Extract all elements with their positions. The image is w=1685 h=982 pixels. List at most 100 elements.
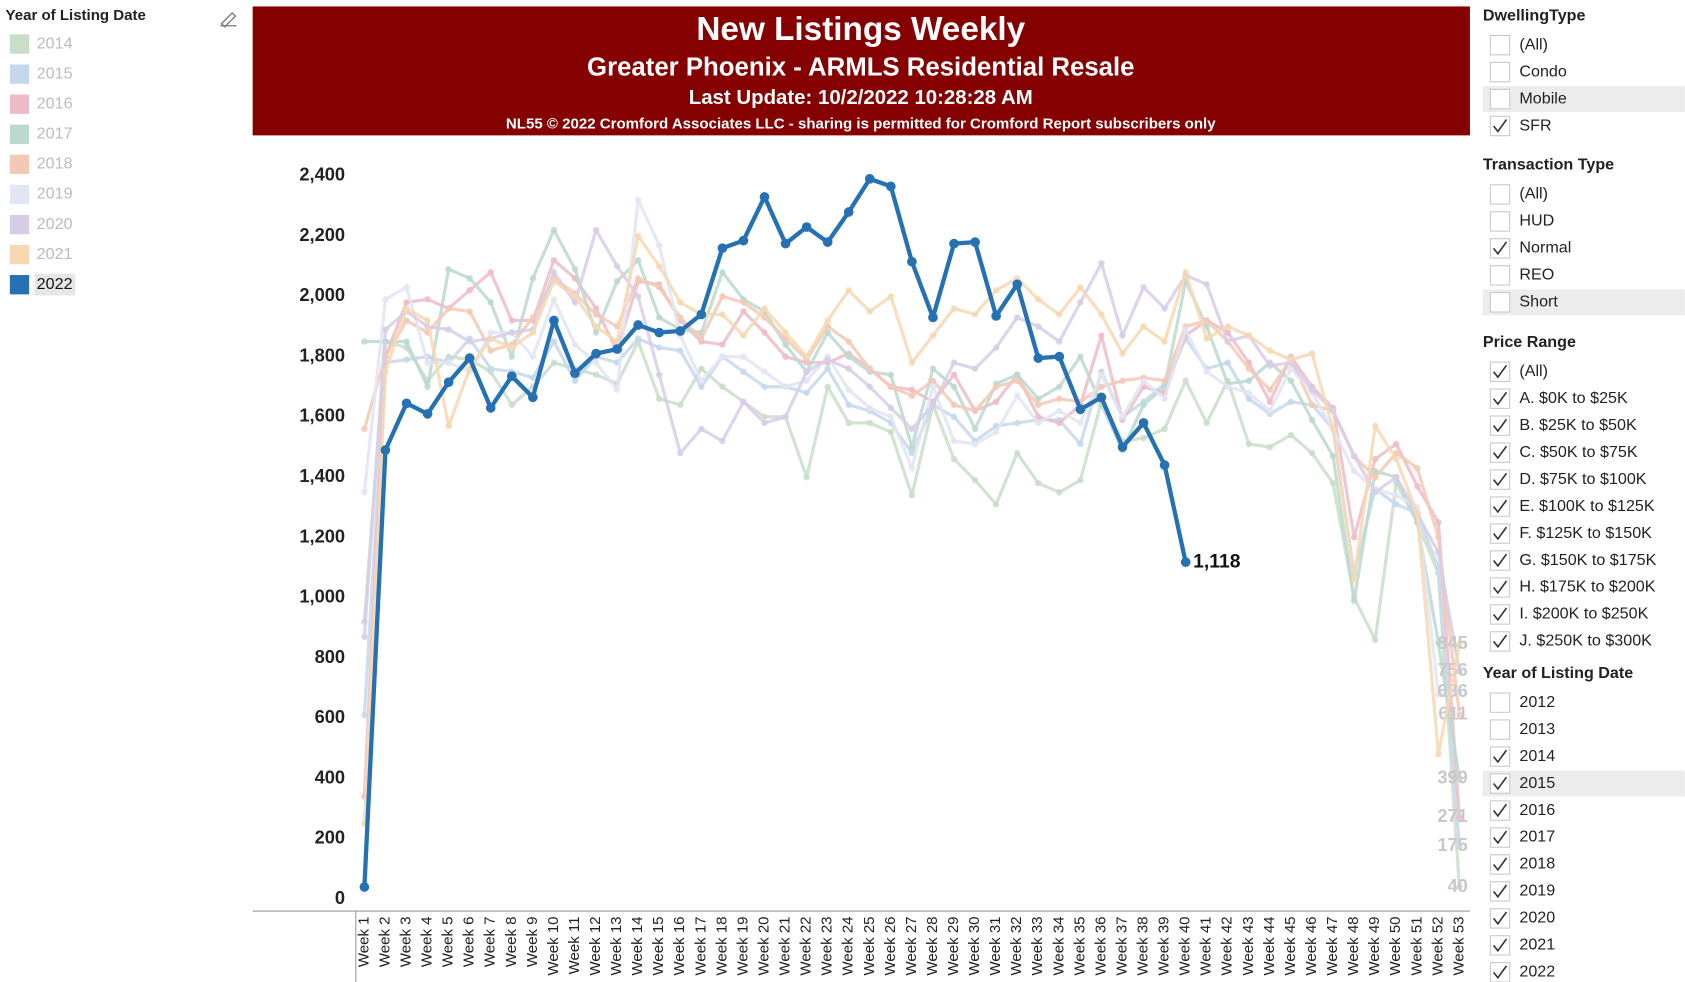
data-point xyxy=(1119,377,1126,384)
filter-option[interactable]: 2019 xyxy=(1519,882,1555,900)
filter-option[interactable]: 2020 xyxy=(1519,909,1555,927)
checkbox[interactable] xyxy=(1489,496,1511,517)
filter-option[interactable]: Short xyxy=(1519,293,1558,311)
series-line xyxy=(362,176,1188,888)
filter-option[interactable]: B. $25K to $50K xyxy=(1519,416,1637,434)
legend-swatch[interactable] xyxy=(9,64,30,84)
legend-label[interactable]: 2022 xyxy=(37,275,73,293)
filter-option[interactable]: SFR xyxy=(1519,116,1551,134)
data-point xyxy=(1456,689,1463,696)
legend-swatch[interactable] xyxy=(9,244,30,265)
legend-swatch[interactable] xyxy=(9,34,30,54)
checkbox[interactable] xyxy=(1489,908,1511,929)
checkbox[interactable] xyxy=(1489,415,1511,436)
data-point xyxy=(1393,501,1400,508)
filter-option[interactable]: (All) xyxy=(1519,35,1548,53)
checkbox[interactable] xyxy=(1489,719,1511,740)
filter-option[interactable]: 2012 xyxy=(1519,693,1555,711)
data-point xyxy=(613,338,621,345)
filter-option[interactable]: (All) xyxy=(1519,362,1548,380)
filter-option[interactable]: Condo xyxy=(1519,62,1567,80)
legend-label[interactable]: 2016 xyxy=(37,94,73,112)
checkbox[interactable] xyxy=(1489,935,1511,956)
data-point xyxy=(550,256,558,264)
legend-swatch[interactable] xyxy=(9,184,30,205)
filter-option[interactable]: H. $175K to $200K xyxy=(1519,578,1655,596)
filter-option[interactable]: Normal xyxy=(1519,239,1571,257)
checkbox[interactable] xyxy=(1489,881,1511,902)
legend-title: Year of Listing Date xyxy=(6,7,146,24)
filter-option[interactable]: 2022 xyxy=(1519,963,1555,981)
checkbox[interactable] xyxy=(1489,88,1511,110)
filter-option[interactable]: 2021 xyxy=(1519,936,1555,954)
legend-swatch[interactable] xyxy=(9,94,30,114)
data-point xyxy=(824,383,831,390)
legend-label[interactable]: 2018 xyxy=(37,155,73,173)
data-point xyxy=(1350,467,1358,475)
checkbox[interactable] xyxy=(1489,211,1511,232)
filter-option[interactable]: F. $125K to $150K xyxy=(1519,524,1652,542)
filter-option[interactable]: C. $50K to $75K xyxy=(1519,443,1637,461)
checkbox[interactable] xyxy=(1489,854,1511,875)
x-tick-label: Week 9 xyxy=(524,916,541,967)
legend-swatch[interactable] xyxy=(9,275,30,295)
legend-label[interactable]: 2019 xyxy=(37,185,73,203)
filter-option[interactable]: G. $150K to $175K xyxy=(1519,551,1656,569)
checkbox[interactable] xyxy=(1489,61,1511,83)
filter-option[interactable]: (All) xyxy=(1519,185,1548,203)
filter-option[interactable]: J. $250K to $300K xyxy=(1519,632,1652,650)
checkbox[interactable] xyxy=(1489,604,1511,625)
filter-option[interactable]: HUD xyxy=(1519,212,1554,230)
checkbox[interactable] xyxy=(1489,692,1511,713)
checkbox[interactable] xyxy=(1489,184,1511,205)
checkbox[interactable] xyxy=(1489,265,1511,286)
filter-option[interactable]: E. $100K to $125K xyxy=(1519,497,1655,515)
filter-option[interactable]: 2017 xyxy=(1519,828,1555,846)
checkmark xyxy=(1492,857,1508,872)
legend-label[interactable]: 2017 xyxy=(37,125,73,143)
checkbox[interactable] xyxy=(1489,238,1511,259)
checkmark xyxy=(1492,526,1508,541)
legend-swatch[interactable] xyxy=(9,214,30,235)
checkbox[interactable] xyxy=(1489,800,1511,821)
checkbox[interactable] xyxy=(1489,442,1511,463)
checkbox[interactable] xyxy=(1489,631,1511,652)
checkbox[interactable] xyxy=(1489,388,1511,409)
filter-option[interactable]: 2014 xyxy=(1519,747,1555,765)
legend-swatch[interactable] xyxy=(9,154,30,175)
legend-label[interactable]: 2015 xyxy=(37,64,73,82)
legend-label[interactable]: 2014 xyxy=(37,34,73,52)
filter-option[interactable]: 2015 xyxy=(1519,774,1555,792)
filter-option[interactable]: A. $0K to $25K xyxy=(1519,389,1628,407)
data-point xyxy=(1159,460,1170,470)
checkbox[interactable] xyxy=(1489,469,1511,490)
legend-label[interactable]: 2021 xyxy=(37,245,73,263)
checkbox[interactable] xyxy=(1489,361,1511,382)
data-point xyxy=(1203,323,1210,330)
checkbox[interactable] xyxy=(1489,827,1511,848)
checkbox[interactable] xyxy=(1489,577,1511,598)
checkbox[interactable] xyxy=(1489,773,1511,794)
data-point xyxy=(1203,368,1210,375)
checkbox[interactable] xyxy=(1489,34,1511,56)
filter-option[interactable]: 2018 xyxy=(1519,855,1555,873)
checkbox[interactable] xyxy=(1489,292,1511,313)
checkbox[interactable] xyxy=(1489,746,1511,767)
filter-option[interactable]: I. $200K to $250K xyxy=(1519,605,1648,623)
y-tick-label: 1,600 xyxy=(299,405,345,426)
filter-option[interactable]: REO xyxy=(1519,266,1554,284)
filter-option[interactable]: 2013 xyxy=(1519,720,1555,738)
checkbox[interactable] xyxy=(1489,550,1511,571)
data-point xyxy=(1098,371,1105,378)
checkbox[interactable] xyxy=(1489,115,1511,137)
checkbox[interactable] xyxy=(1489,962,1511,982)
legend-swatch[interactable] xyxy=(9,124,30,144)
filter-option[interactable]: Mobile xyxy=(1519,89,1566,107)
filter-option[interactable]: D. $75K to $100K xyxy=(1519,470,1646,488)
legend-label[interactable]: 2020 xyxy=(37,215,73,233)
data-point xyxy=(929,401,937,409)
data-point xyxy=(761,368,768,375)
checkbox[interactable] xyxy=(1489,523,1511,544)
filter-option[interactable]: 2016 xyxy=(1519,801,1555,819)
edit-icon[interactable] xyxy=(220,11,237,28)
